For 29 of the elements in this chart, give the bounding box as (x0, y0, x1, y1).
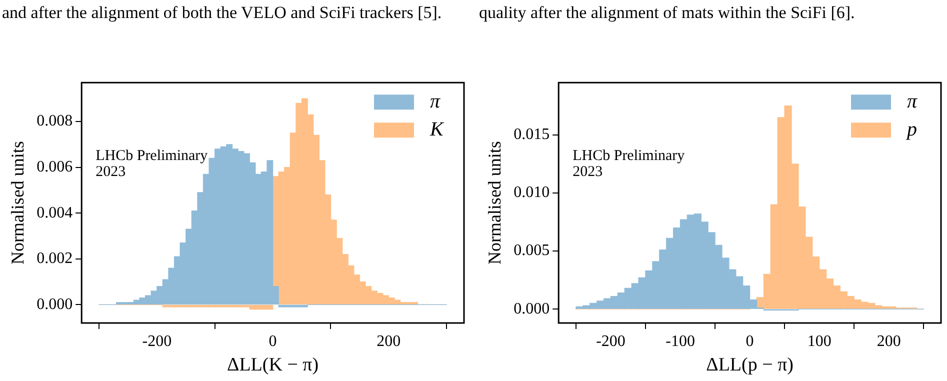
x-tick-label: 200 (376, 332, 401, 350)
x-tick-label: 0 (746, 332, 754, 350)
y-axis-title: Normalised units (8, 141, 28, 265)
x-tick-label: 100 (807, 332, 832, 350)
y-tick-label: 0.010 (514, 184, 550, 202)
y-tick-label: 0.002 (36, 250, 73, 268)
annotation: LHCb Preliminary 2023 (572, 148, 686, 180)
y-tick-label: 0.006 (36, 158, 73, 176)
x-tick-label: -200 (596, 332, 626, 350)
x-axis-title: ΔLL(K − π) (226, 354, 319, 376)
x-axis-title: ΔLL(p − π) (706, 354, 794, 376)
y-tick-label: 0.004 (36, 204, 73, 222)
y-tick-label: 0.005 (514, 242, 550, 260)
y-tick-label: 0.015 (514, 126, 550, 144)
x-tick-label: 0 (268, 332, 277, 350)
y-tick-label: 0.000 (36, 296, 73, 313)
text: quality after the alignment of mats within the SciFi [6]. (479, 2, 856, 24)
legend-label: π (907, 90, 918, 112)
x-tick-label: 200 (876, 332, 901, 350)
text: and after the alignment of both the VELO and SciFi trackers [5]. (2, 2, 443, 24)
x-tick-label: -100 (666, 332, 695, 350)
annotation: LHCb Preliminary 2023 (96, 148, 208, 180)
y-tick-label: 0.008 (36, 112, 73, 130)
legend-label: K (429, 118, 445, 140)
y-axis-title: Normalised units (484, 141, 505, 265)
legend-label: p (905, 118, 917, 140)
legend-label: π (430, 90, 441, 112)
y-tick-label: 0.000 (514, 300, 550, 318)
x-tick-label: -200 (142, 332, 172, 350)
